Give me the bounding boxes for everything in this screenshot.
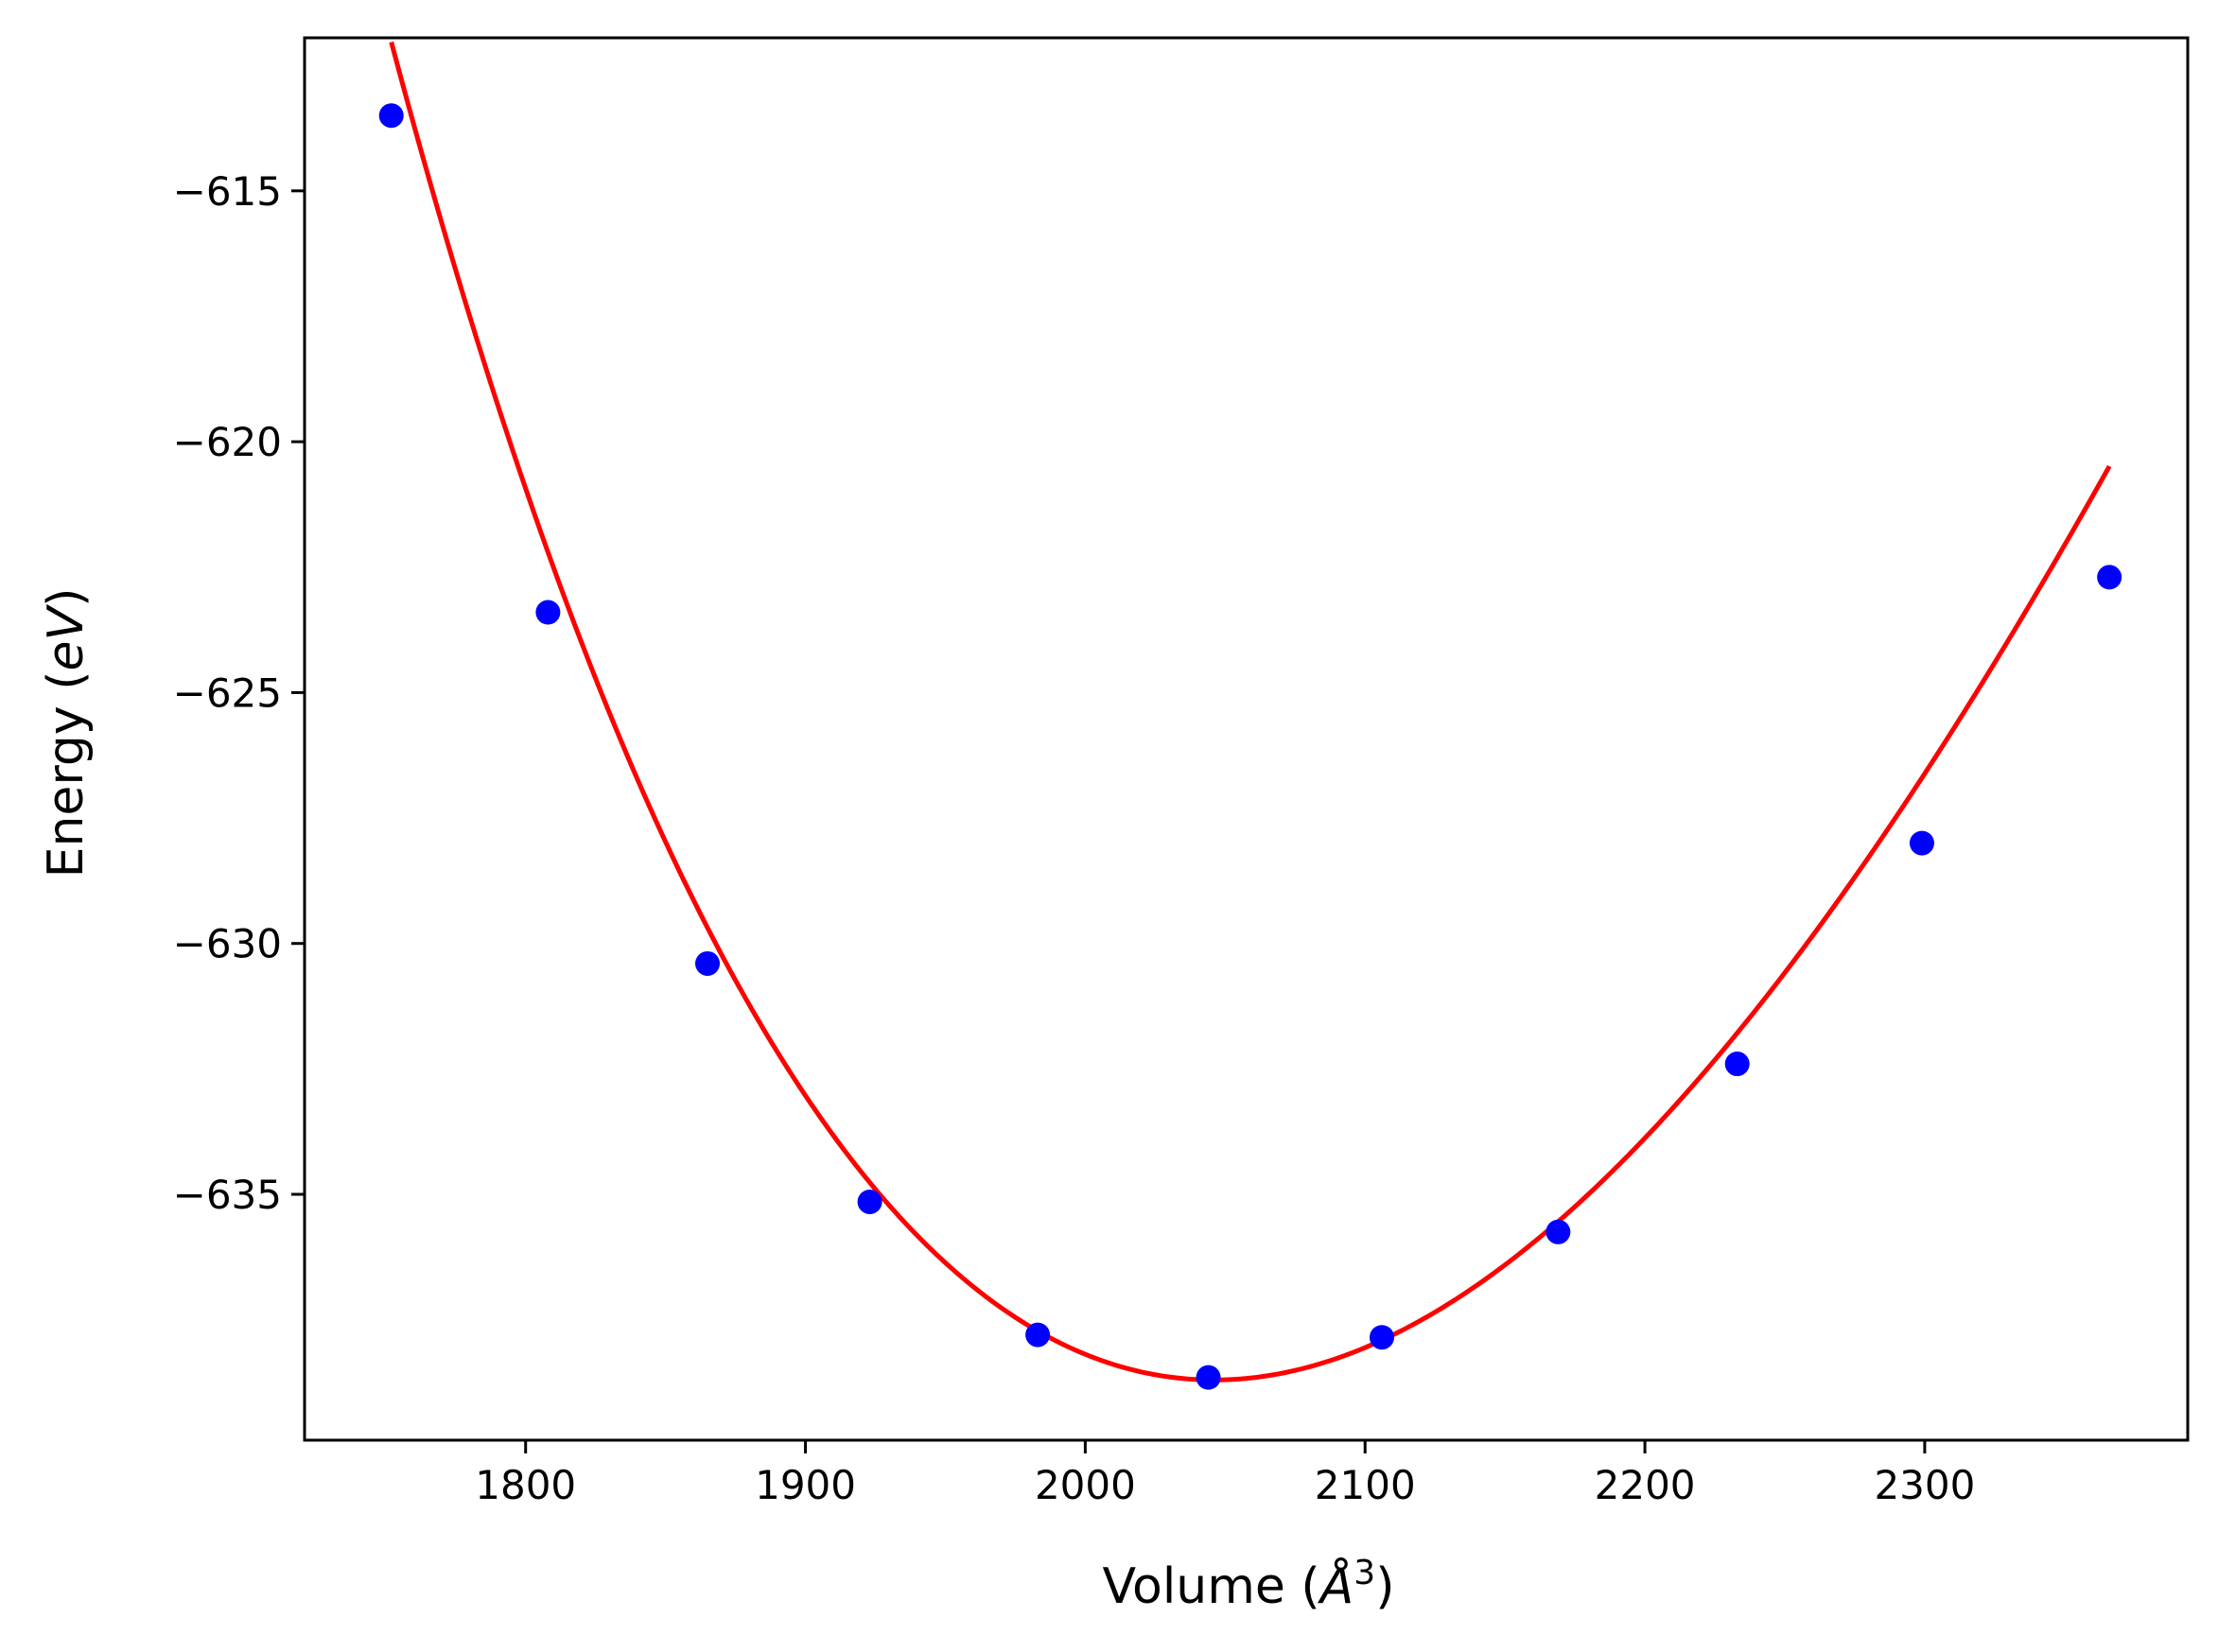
x-axis-title-unit: Å	[1318, 1556, 1354, 1615]
data-point	[695, 950, 721, 976]
data-point	[1025, 1322, 1051, 1348]
data-point	[1369, 1325, 1394, 1350]
plot-area	[378, 41, 2122, 1390]
x-tick-label: 2100	[1315, 1462, 1416, 1508]
y-axis-title-unit: eV	[38, 604, 95, 671]
x-axis-title-suffix: )	[1375, 1558, 1394, 1615]
axes: 1800 1900 2000 2100 2200 2300 −615 −620 −625 −630…	[173, 36, 2190, 1508]
data-point	[1196, 1365, 1221, 1390]
y-axis-title-prefix: Energy (	[38, 671, 95, 878]
x-axis-title: Volume (Å3)	[1103, 1554, 1395, 1615]
data-point	[2097, 565, 2122, 590]
x-tick-label: 2300	[1874, 1462, 1975, 1508]
x-tick-label: 2000	[1035, 1462, 1136, 1508]
x-tick-label: 1800	[475, 1462, 576, 1508]
fit-curve	[389, 41, 2112, 1382]
y-axis-title-suffix: )	[38, 588, 95, 607]
y-tick-label: −625	[173, 669, 282, 716]
data-point	[1724, 1052, 1750, 1077]
data-point	[535, 600, 561, 625]
data-point	[378, 103, 404, 129]
axes-frame	[303, 36, 2190, 1442]
y-tick-label: −635	[173, 1172, 282, 1218]
y-tick-label: −630	[173, 921, 282, 967]
x-tick-label: 2200	[1595, 1462, 1696, 1508]
data-point	[1546, 1219, 1571, 1244]
y-tick-label: −620	[173, 419, 282, 465]
x-axis-title-prefix: Volume (	[1103, 1558, 1320, 1615]
x-axis-title-exponent: 3	[1354, 1554, 1375, 1592]
y-axis-title: Energy (eV)	[38, 588, 95, 878]
x-tick-label: 1900	[755, 1462, 856, 1508]
data-point	[1909, 830, 1934, 856]
y-tick-label: −615	[173, 168, 282, 215]
data-point	[857, 1189, 882, 1214]
